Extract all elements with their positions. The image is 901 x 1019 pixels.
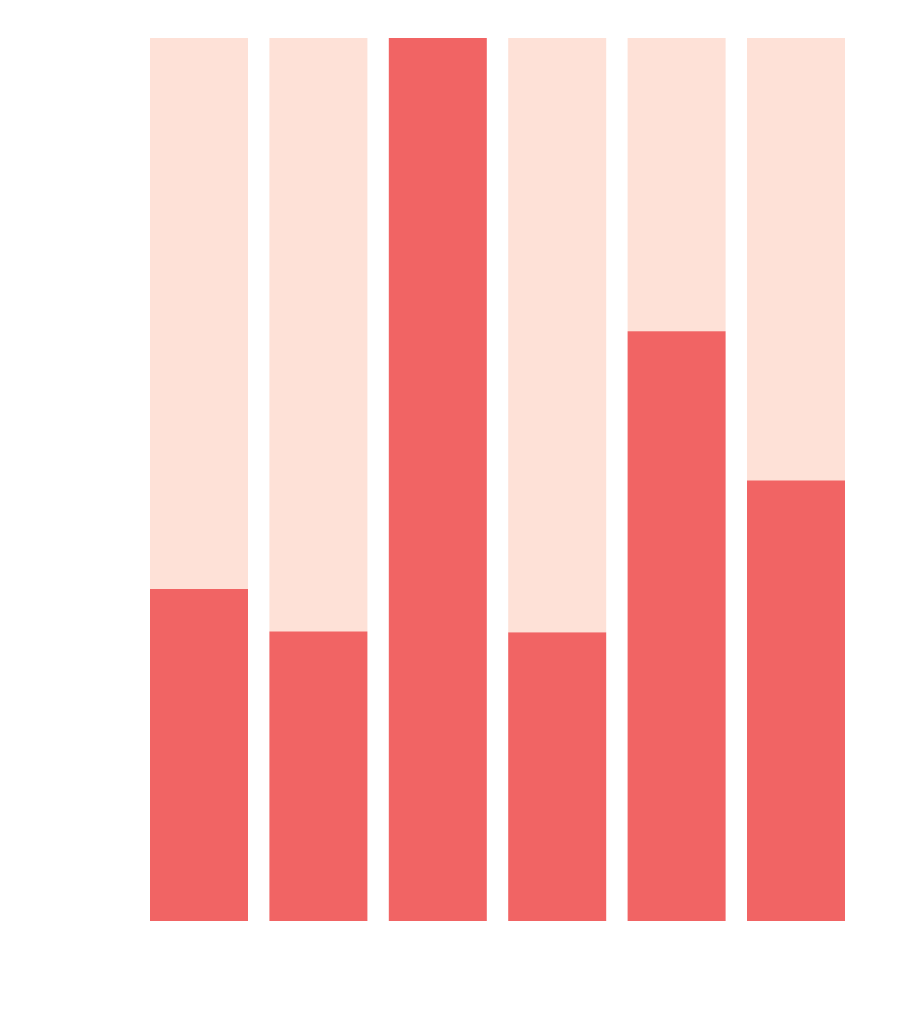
bar-remainder-6 xyxy=(747,38,845,481)
bar-remainder-5 xyxy=(627,38,726,332)
bar-value-4 xyxy=(508,632,607,921)
bar-remainder-2 xyxy=(269,38,368,632)
bar-value-6 xyxy=(747,480,845,921)
bar-value-1 xyxy=(150,588,248,921)
bar-value-2 xyxy=(269,631,368,921)
bar-value-5 xyxy=(627,331,726,921)
bar-value-3 xyxy=(388,38,487,921)
bar-remainder-4 xyxy=(508,38,607,633)
bar-remainder-1 xyxy=(150,38,248,589)
